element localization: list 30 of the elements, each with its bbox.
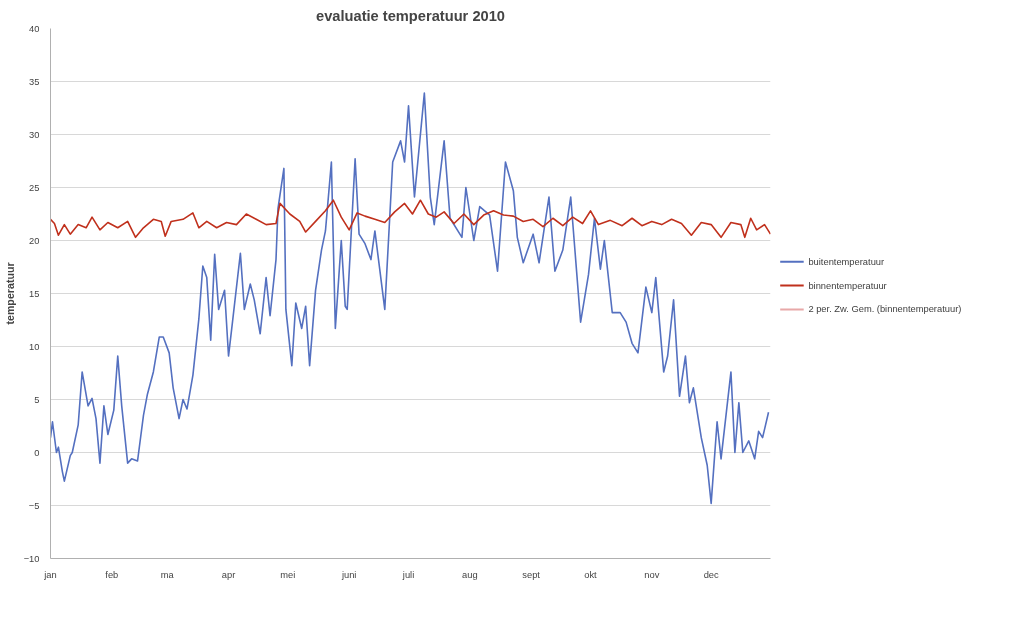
x-tick-label: feb bbox=[105, 569, 119, 580]
x-tick-label: juli bbox=[401, 569, 415, 580]
y-tick-label: 5 bbox=[34, 394, 40, 405]
x-tick-label: ma bbox=[160, 569, 175, 580]
x-tick-label: apr bbox=[221, 569, 236, 580]
y-tick-label: −5 bbox=[28, 500, 40, 511]
line-series bbox=[50, 92, 770, 505]
legend-label: binnentemperatuur bbox=[808, 280, 887, 291]
x-tick-label: mei bbox=[280, 569, 296, 580]
x-tick-label: okt bbox=[584, 569, 598, 580]
x-tick-label: nov bbox=[644, 569, 660, 580]
y-axis-title: temperatuur bbox=[3, 262, 16, 325]
line-series bbox=[50, 199, 771, 239]
y-tick-label: 0 bbox=[34, 447, 40, 458]
y-tick-label: 40 bbox=[29, 23, 40, 34]
y-tick-label: 10 bbox=[29, 341, 40, 352]
x-tick-label: jan bbox=[43, 569, 57, 580]
legend-label: buitentemperatuur bbox=[808, 256, 885, 267]
x-tick-label: aug bbox=[462, 569, 478, 580]
y-tick-label: 35 bbox=[29, 76, 40, 87]
x-tick-label: sept bbox=[522, 569, 541, 580]
chart-title: evaluatie temperatuur 2010 bbox=[316, 7, 505, 24]
y-tick-label: −10 bbox=[23, 553, 40, 564]
x-tick-label: dec bbox=[703, 569, 720, 580]
y-tick-label: 15 bbox=[29, 288, 40, 299]
y-tick-label: 20 bbox=[29, 235, 40, 246]
y-tick-label: 25 bbox=[29, 182, 40, 193]
legend-label: 2 per. Zw. Gem. (binnentemperatuur) bbox=[808, 304, 962, 315]
x-tick-label: juni bbox=[340, 569, 357, 580]
y-tick-label: 30 bbox=[29, 129, 40, 140]
